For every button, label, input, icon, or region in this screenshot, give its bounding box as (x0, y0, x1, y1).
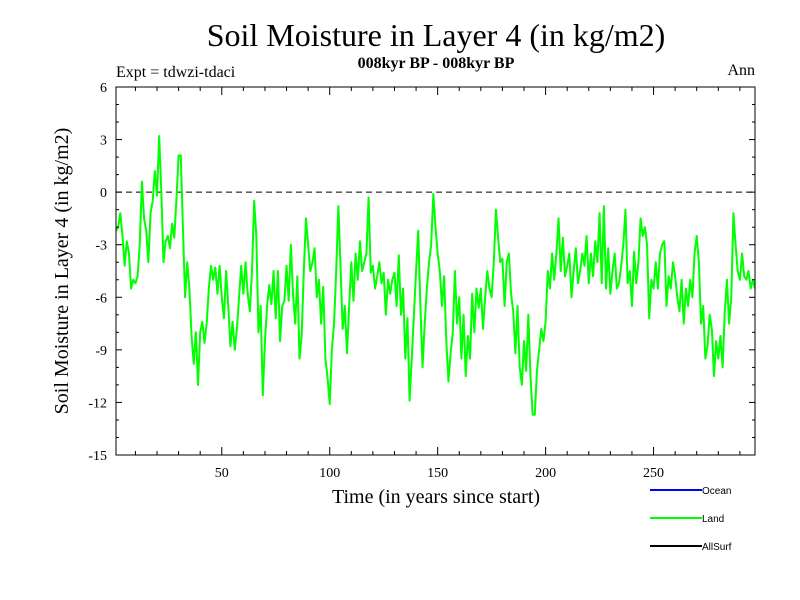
chart-title: Soil Moisture in Layer 4 (in kg/m2) (207, 17, 666, 53)
axis-layer: 6 3 0 -3 -6 -9 -12 -15 50 100 150 200 250 (88, 81, 755, 481)
legend-label-ocean: Ocean (702, 486, 731, 497)
legend: Ocean Land AllSurf (650, 486, 732, 553)
y-tick-label: 3 (100, 134, 107, 149)
y-tick-label: 0 (100, 186, 107, 201)
y-tick-label: 6 (100, 81, 107, 96)
x-tick-label: 250 (643, 466, 664, 481)
series-line-land (115, 135, 756, 416)
x-tick-label: 100 (319, 466, 340, 481)
y-tick-label: -3 (95, 239, 107, 254)
x-tick-label: 200 (535, 466, 556, 481)
legend-label-land: Land (702, 514, 724, 525)
y-tick-label: -15 (88, 449, 107, 464)
legend-label-allsurf: AllSurf (702, 542, 732, 553)
x-tick-label: 50 (215, 466, 229, 481)
y-tick-label: -9 (95, 344, 107, 359)
x-axis-label: Time (in years since start) (332, 486, 540, 508)
plot-frame (115, 86, 756, 456)
season-label: Ann (727, 62, 755, 79)
x-tick-label: 150 (427, 466, 448, 481)
y-tick-label: -6 (95, 291, 107, 306)
series-layer (115, 135, 756, 416)
y-tick-label: -12 (88, 396, 107, 411)
y-axis-label: Soil Moisture in Layer 4 (in kg/m2) (51, 128, 73, 415)
chart-subtitle: 008kyr BP - 008kyr BP (358, 55, 515, 72)
experiment-label: Expt = tdwzi-tdaci (116, 64, 236, 81)
